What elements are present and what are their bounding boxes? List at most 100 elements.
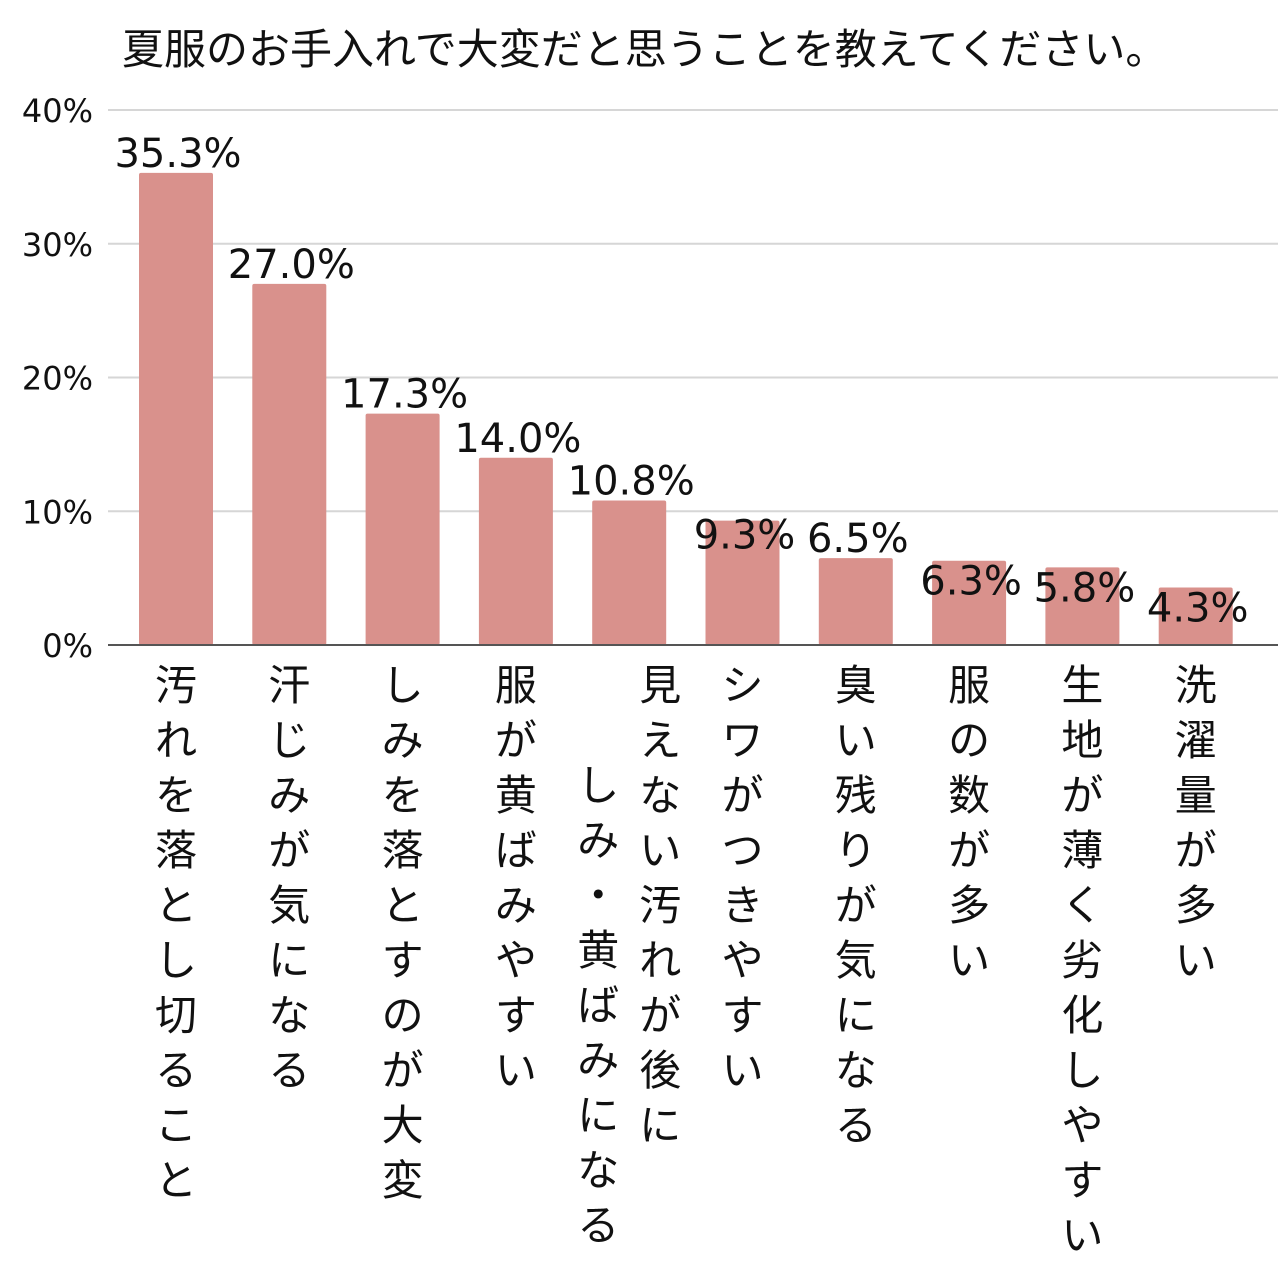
bar <box>1045 567 1120 645</box>
value-label: 6.3% <box>920 559 1022 605</box>
category-label-char: シ <box>721 661 763 710</box>
category-label-char: に <box>268 936 310 985</box>
bar <box>818 558 893 645</box>
value-label: 35.3% <box>114 131 241 177</box>
category-label-char: 落 <box>155 826 197 875</box>
bar <box>365 413 440 645</box>
value-label: 27.0% <box>228 242 355 288</box>
category-label-char: 気 <box>835 936 877 985</box>
category-label-char: が <box>1061 771 1103 820</box>
bar <box>252 283 327 645</box>
category-label-char: を <box>382 771 424 820</box>
value-label: 4.3% <box>1147 585 1249 631</box>
value-label: 17.3% <box>341 372 468 418</box>
category-label-char: し <box>155 936 197 985</box>
category-label-char: や <box>721 936 763 985</box>
bar <box>1158 587 1233 645</box>
category-label-char: が <box>268 826 310 875</box>
category-label-char: が <box>639 991 681 1040</box>
category-label-char: な <box>268 991 310 1040</box>
category-label-char: ば <box>495 826 537 875</box>
category-label-char: と <box>155 881 197 930</box>
category-label-char: 服 <box>495 661 537 710</box>
category-label-char: 量 <box>1175 771 1217 820</box>
category-label-char: 黄 <box>577 926 619 975</box>
category-label-char: 汚 <box>639 881 681 930</box>
bar <box>139 172 213 646</box>
category-label-char: 薄 <box>1061 826 1103 875</box>
value-label: 14.0% <box>454 416 581 462</box>
category-label-char: が <box>382 1046 424 1095</box>
value-label: 10.8% <box>568 459 695 505</box>
category-label-char: 切 <box>155 991 197 1040</box>
category-label-char: 汚 <box>155 661 197 710</box>
category-labels: 汚れを落とし切ること汗じみが気になるしみを落とすのが大変服が黄ばみやすい見えない… <box>155 661 1217 1260</box>
value-label: 5.8% <box>1034 565 1136 611</box>
category-label-char: 落 <box>382 826 424 875</box>
category-label-char: 気 <box>268 881 310 930</box>
category-label-char: 変 <box>382 1156 424 1205</box>
category-label-char: い <box>835 716 877 765</box>
value-labels: 35.3% 27.0% 17.3%14.0%10.8% 9.3% 6.5%6.3% 5.8… <box>114 131 1248 632</box>
category-label-char: や <box>495 936 537 985</box>
category-label-char: み <box>268 771 310 820</box>
category-label-char: み <box>577 816 619 865</box>
category-label-char: り <box>835 826 877 875</box>
category-label-char: 大 <box>382 1101 424 1150</box>
category-label-char: し <box>577 761 619 810</box>
category-label-char: い <box>1061 1211 1103 1260</box>
category-label-char: い <box>639 826 681 875</box>
category-label-char: 黄 <box>495 771 537 820</box>
category-label-char: が <box>948 826 990 875</box>
category-label-char: る <box>577 1201 619 1250</box>
category-label-char: 汗 <box>268 661 310 710</box>
category-label-char: 数 <box>948 771 990 820</box>
category-label-char: く <box>1061 881 1103 930</box>
category-label-char: や <box>1061 1101 1103 1150</box>
chart-title: 夏服のお手入れで大変だと思うことを教えてください。 <box>122 25 1167 74</box>
category-label-char: の <box>948 716 990 765</box>
category-label-char: 劣 <box>1061 936 1103 985</box>
category-label-char: す <box>1061 1156 1103 1205</box>
category-label-char: す <box>721 991 763 1040</box>
category-label-char: し <box>1061 1046 1103 1095</box>
y-tick-label: 40% <box>22 92 93 130</box>
category-label-char: の <box>382 991 424 1040</box>
bar <box>705 520 780 645</box>
category-label-char: す <box>382 936 424 985</box>
bar <box>592 500 667 645</box>
category-label-char: れ <box>155 716 197 765</box>
category-label-char: 生 <box>1061 661 1103 710</box>
category-label-char: る <box>155 1046 197 1095</box>
category-label-char: 臭 <box>835 661 877 710</box>
y-tick-label: 20% <box>22 360 93 398</box>
category-label-char: な <box>577 1146 619 1195</box>
category-label-char: ワ <box>721 716 763 765</box>
category-label-char: に <box>835 991 877 1040</box>
bar <box>932 560 1007 645</box>
bars <box>139 172 1233 646</box>
category-label-char: ・ <box>577 871 619 920</box>
category-label-char: 洗 <box>1175 661 1217 710</box>
y-tick-label: 10% <box>22 493 93 531</box>
category-label-char: こ <box>155 1101 197 1150</box>
category-label-char: 多 <box>1175 881 1217 930</box>
category-label-char: な <box>639 771 681 820</box>
category-label-char: を <box>155 771 197 820</box>
category-label-char: 残 <box>835 771 877 820</box>
category-label-char: な <box>835 1046 877 1095</box>
category-label-char: じ <box>268 716 310 765</box>
category-label-char: 化 <box>1061 991 1103 1040</box>
category-label-char: 服 <box>948 661 990 710</box>
category-label-char: る <box>835 1101 877 1150</box>
category-label-char: が <box>721 771 763 820</box>
